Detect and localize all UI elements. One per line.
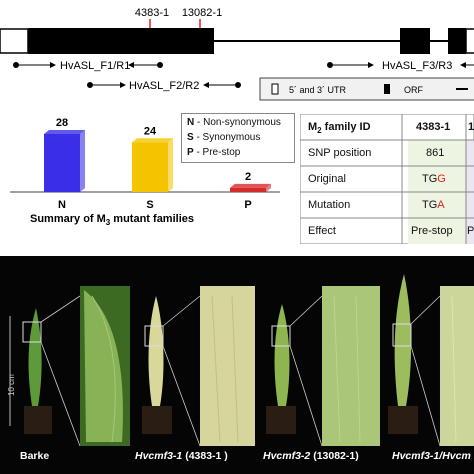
zoom-barke <box>80 286 130 446</box>
plant-photo: 10 cm <box>7 274 474 447</box>
orf-legend-icon <box>384 84 390 94</box>
caption-hvcmf3-1: Hvcmf3-1 (4383-1 ) <box>135 450 228 462</box>
zoom-hvcmf3-2 <box>322 286 380 446</box>
bar-p: 2P <box>230 171 271 211</box>
row-mutation-label: Mutation <box>308 199 351 211</box>
primer-f2r2: HvASL_F2/R2 <box>87 80 241 92</box>
bar-top <box>230 183 271 188</box>
row-original-label: Original <box>308 173 346 185</box>
row-effect-value: Pre-stop <box>411 225 453 237</box>
mutant-summary-chart: 28 N 24 S 2 P N - Non-synonymous S - Synonymo… <box>0 108 300 246</box>
bar-side <box>168 138 173 192</box>
row-snp-value: 861 <box>426 147 445 159</box>
allele-label-4383: 4383-1 <box>135 7 169 19</box>
svg-text:HvASL_F2/R2: HvASL_F2/R2 <box>129 80 199 92</box>
bar-category-label: S <box>146 199 153 211</box>
exon-1 <box>28 28 214 54</box>
bar-rect <box>230 187 266 192</box>
primer-f3r3: HvASL_F3/R3 <box>327 60 474 72</box>
row-snp-label: SNP position <box>308 147 372 159</box>
bar-rect <box>132 142 168 192</box>
caption-double-mutant: Hvcmf3-1/Hvcm <box>392 450 471 462</box>
bar-value-label: 2 <box>245 171 251 183</box>
snp-table: M2 family ID 4383-1 13 SNP position 861 … <box>300 114 474 244</box>
table-header-label: M2 family ID <box>308 121 371 136</box>
bar-n: 28 N <box>44 117 85 211</box>
utr-legend-label: 5´ and 3´ UTR <box>289 85 347 95</box>
key-n: N - Non-synonymous <box>187 117 281 128</box>
table-grid <box>300 114 474 244</box>
scale-label: 10 cm <box>7 374 16 396</box>
bar-category-label: P <box>244 199 251 211</box>
chart-title: Summary of M3 mutant families <box>30 213 194 228</box>
plant-barke <box>22 295 81 447</box>
plant-hvcmf3-1 <box>142 295 201 447</box>
row-effect-label: Effect <box>308 225 336 237</box>
row-effect-value-2: Pr <box>467 225 474 237</box>
bar-rect <box>44 134 80 192</box>
utr-legend-icon <box>271 83 279 95</box>
utr-box-left <box>0 28 29 54</box>
primer-f1r1: HvASL_F1/R1 <box>13 60 163 72</box>
gene-legend: 5´ and 3´ UTR ORF <box>259 77 474 101</box>
svg-text:HvASL_F3/R3: HvASL_F3/R3 <box>382 60 452 72</box>
bar-side <box>80 130 85 192</box>
caption-hvcmf3-2: Hvcmf3-2 (13082-1) <box>263 450 359 462</box>
allele-label-13082: 13082-1 <box>182 7 222 19</box>
caption-barke: Barke <box>20 450 50 462</box>
row-mutation-value: TGA <box>422 199 445 211</box>
bar-value-label: 24 <box>144 125 157 137</box>
bar-category-label: N <box>58 199 66 211</box>
gene-model: 4383-1 13082-1 HvASL_F1/R1 HvASL_F2/R2 <box>0 7 474 101</box>
table-header-13082: 13 <box>468 121 474 133</box>
row-original-value: TGG <box>422 173 446 185</box>
key-s: S - Synonymous <box>187 132 261 143</box>
zoom-hvcmf3-1 <box>200 286 255 446</box>
plant-photo-panel: 10 cm <box>0 256 474 474</box>
utr-box-right <box>465 28 474 54</box>
orf-legend-label: ORF <box>404 85 424 95</box>
exon-2 <box>400 28 430 54</box>
exon-3 <box>448 28 466 54</box>
bar-side <box>266 183 271 192</box>
bar-top <box>44 130 85 134</box>
bar-value-label: 28 <box>56 117 68 129</box>
plant-hvcmf3-2 <box>266 295 323 447</box>
zoom-double-mutant <box>440 286 474 446</box>
bar-top <box>132 138 173 143</box>
key-p: P - Pre-stop <box>187 147 241 158</box>
bar-s: 24 S <box>132 125 173 211</box>
table-header-4383: 4383-1 <box>416 121 451 133</box>
plant-double-mutant <box>388 274 441 447</box>
svg-text:HvASL_F1/R1: HvASL_F1/R1 <box>60 60 130 72</box>
chart-key: N - Non-synonymous S - Synonymous P - Pr… <box>181 113 295 163</box>
